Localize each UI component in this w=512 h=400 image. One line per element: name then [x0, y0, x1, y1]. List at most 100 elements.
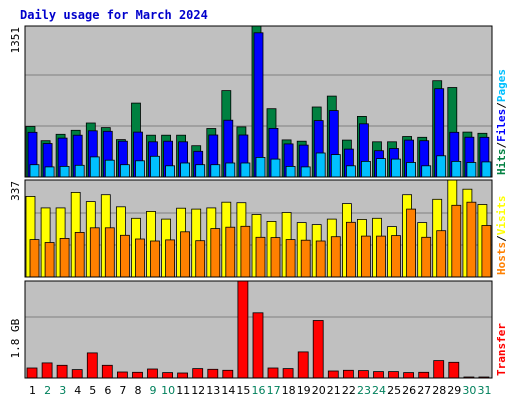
hosts-bar [59, 237, 70, 278]
hosts-bar [451, 204, 462, 278]
pages-bar [360, 160, 371, 178]
series-label-separator: / [495, 102, 508, 109]
hosts-bar [240, 225, 251, 278]
y-tick-label: 1351 [9, 27, 22, 54]
pages-bar [466, 162, 477, 178]
x-tick-label: 17 [267, 384, 281, 397]
pages-bar [255, 156, 266, 178]
transfer-bar [327, 370, 339, 379]
pages-bar [315, 152, 326, 178]
hosts-bar [165, 239, 176, 278]
series-label-pages: Pages [495, 69, 508, 102]
pages-bar [225, 162, 236, 178]
chart-panels: 1351 Hits/Files/Pages 337 Hosts/Visits 1.8 G… [9, 25, 508, 379]
hosts-bar [44, 242, 55, 278]
hosts-bar [120, 234, 130, 278]
panel-border [24, 25, 493, 178]
transfer-bar [357, 370, 369, 379]
pages-bar [481, 161, 492, 178]
series-label-transfer: Transfer [495, 323, 508, 376]
x-tick-label: 8 [135, 384, 142, 397]
panel-3: 1.8 GB Transfer [9, 280, 508, 379]
hosts-bar [180, 231, 191, 278]
transfer-bar [373, 371, 384, 379]
transfer-bar [252, 312, 264, 379]
hosts-bar [225, 226, 236, 278]
x-tick-label: 28 [432, 384, 446, 397]
pages-bar [345, 165, 356, 178]
pages-bar [29, 164, 40, 178]
pages-bar [330, 154, 341, 178]
hosts-bar [300, 239, 311, 278]
transfer-bar [41, 362, 53, 379]
pages-bar [104, 159, 115, 178]
transfer-bar [403, 372, 415, 379]
x-tick-label: 25 [387, 384, 401, 397]
x-tick-label: 9 [150, 384, 157, 397]
pages-bar [59, 165, 70, 178]
x-tick-label: 14 [221, 384, 235, 397]
x-tick-label: 5 [89, 384, 96, 397]
pages-bar [210, 164, 221, 178]
transfer-bar [267, 367, 279, 379]
hosts-bar [406, 208, 417, 278]
x-tick-label: 16 [252, 384, 266, 397]
hosts-bar [345, 221, 356, 278]
bars-panel-3 [26, 280, 490, 379]
x-tick-label: 13 [206, 384, 220, 397]
panel-2: 337 Hosts/Visits [9, 179, 508, 278]
pages-bar [436, 155, 447, 178]
x-tick-label: 29 [447, 384, 461, 397]
y-tick-label: 337 [9, 181, 22, 201]
transfer-bar [147, 368, 158, 379]
hosts-bar [255, 236, 266, 278]
panel-1: 1351 Hits/Files/Pages [9, 25, 508, 178]
pages-bar [421, 165, 432, 178]
transfer-bar [418, 371, 430, 379]
bars-panel-2 [25, 179, 492, 278]
series-label: Hosts/Visits [495, 196, 508, 276]
panel-border [24, 179, 493, 278]
pages-bar [376, 158, 386, 178]
hosts-bar [74, 231, 85, 278]
transfer-bar [388, 371, 399, 379]
pages-bar [120, 164, 130, 178]
hosts-bar [330, 236, 341, 278]
x-tick-label: 30 [462, 384, 476, 397]
pages-bar [285, 165, 296, 178]
pages-bar [451, 160, 462, 178]
series-label-files: Files [495, 109, 508, 142]
series-label-separator: / [495, 235, 508, 242]
hosts-bar [391, 235, 401, 278]
x-tick-label: 15 [236, 384, 250, 397]
pages-bar [150, 155, 160, 178]
x-tick-label: 18 [282, 384, 296, 397]
hosts-bar [195, 240, 206, 278]
x-tick-label: 3 [59, 384, 66, 397]
x-tick-label: 2 [44, 384, 51, 397]
transfer-bar [237, 280, 249, 379]
panel-border [24, 280, 493, 379]
series-label: Hits/Files/Pages [495, 69, 508, 175]
x-tick-label: 7 [119, 384, 126, 397]
transfer-bar [86, 352, 98, 379]
transfer-bar [312, 320, 324, 379]
hosts-bar [285, 239, 296, 278]
bars-panel-1 [25, 25, 492, 178]
pages-bar [195, 164, 206, 178]
series-label: Transfer [495, 323, 508, 376]
transfer-bar [177, 372, 189, 379]
pages-bar [89, 156, 100, 178]
pages-bar [44, 166, 55, 178]
hosts-bar [481, 225, 492, 278]
hosts-bar [466, 201, 477, 278]
series-label-visits: Visits [495, 196, 508, 236]
chart-title: Daily usage for March 2024 [20, 8, 208, 22]
hosts-bar [315, 240, 326, 278]
transfer-bar [433, 360, 445, 379]
x-tick-label: 24 [372, 384, 386, 397]
transfer-bar [162, 372, 174, 379]
x-tick-label: 19 [297, 384, 311, 397]
transfer-bar [26, 367, 38, 379]
hosts-bar [104, 227, 115, 278]
